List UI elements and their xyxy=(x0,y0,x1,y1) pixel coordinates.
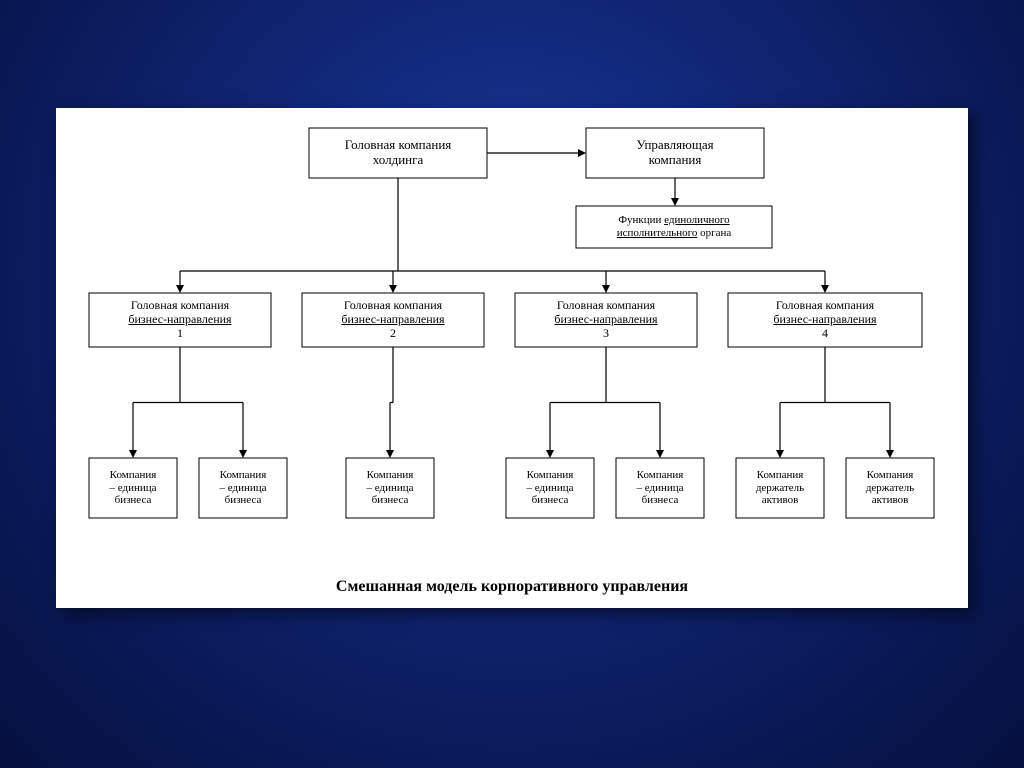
node-bd4: Головная компаниябизнес-направления4 xyxy=(728,293,922,347)
node-l3: Компания– единицабизнеса xyxy=(346,458,434,518)
node-mgmt: Управляющаякомпания xyxy=(586,128,764,178)
node-root: Головная компанияхолдинга xyxy=(309,128,487,178)
node-l2: Компания– единицабизнеса xyxy=(199,458,287,518)
node-l6: Компаниядержательактивов xyxy=(736,458,824,518)
node-bd3: Головная компаниябизнес-направления3 xyxy=(515,293,697,347)
org-chart-svg: Головная компанияхолдинга Управляющаякомп… xyxy=(56,108,968,608)
node-l1: Компания– единицабизнеса xyxy=(89,458,177,518)
node-bd2: Головная компаниябизнес-направления2 xyxy=(302,293,484,347)
diagram-caption: Смешанная модель корпоративного управлен… xyxy=(56,578,968,596)
slide: Головная компанияхолдинга Управляющаякомп… xyxy=(0,0,1024,768)
node-bd1: Головная компаниябизнес-направления1 xyxy=(89,293,271,347)
node-l4: Компания– единицабизнеса xyxy=(506,458,594,518)
node-l7: Компаниядержательактивов xyxy=(846,458,934,518)
node-l5: Компания– единицабизнеса xyxy=(616,458,704,518)
diagram-area: Головная компанияхолдинга Управляющаякомп… xyxy=(56,108,968,608)
node-func: Функции единоличногоисполнительного орга… xyxy=(576,206,772,248)
